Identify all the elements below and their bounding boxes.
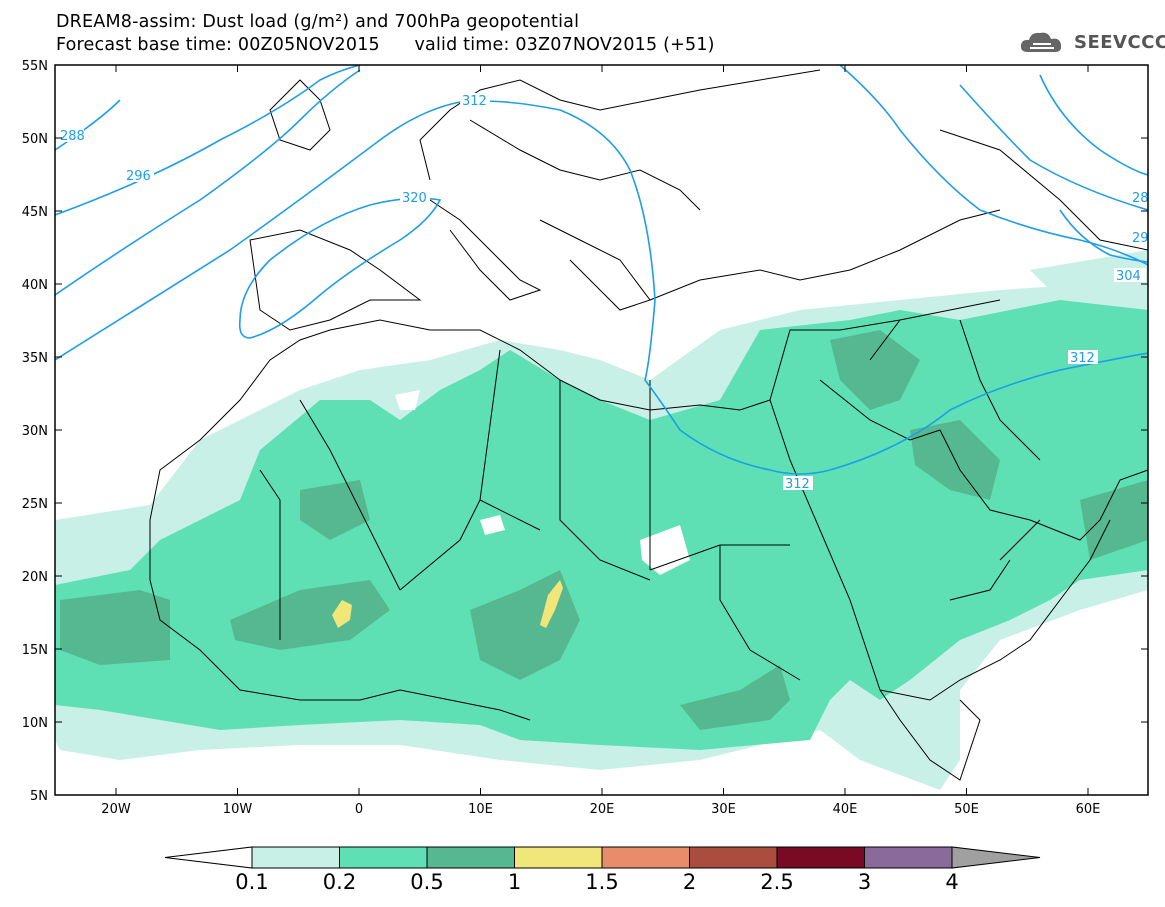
dust-region-dark-4 bbox=[680, 665, 790, 730]
lat-label: 15N bbox=[22, 643, 48, 658]
lon-label: 0 bbox=[355, 802, 363, 817]
dust-region-dark-5 bbox=[830, 330, 920, 410]
contour-label-304: 304 bbox=[1116, 269, 1141, 284]
base-time: Forecast base time: 00Z05NOV2015 bbox=[56, 35, 380, 55]
colorbar-tick-label: 2 bbox=[682, 870, 697, 894]
lat-label: 25N bbox=[22, 497, 48, 512]
lat-label: 55N bbox=[22, 59, 48, 74]
dust-region-dark-2 bbox=[230, 580, 390, 650]
longitude-axis: 20W 10W 0 10E 20E 30E 40E 50E 60E bbox=[101, 65, 1100, 817]
colorbar-segment bbox=[689, 846, 778, 869]
colorbar-low-arrow bbox=[164, 846, 253, 869]
dust-region-light-north bbox=[1030, 250, 1148, 300]
lat-label: 10N bbox=[22, 716, 48, 731]
lon-label: 10E bbox=[468, 802, 493, 817]
colorbar-tick-label: 4 bbox=[945, 870, 959, 894]
colorbar-segment bbox=[426, 846, 515, 869]
dust-region-peak-2 bbox=[540, 580, 563, 628]
dust-region-peak-1 bbox=[332, 600, 352, 628]
contour-label-28: 28 bbox=[1132, 191, 1149, 206]
contour-labels: 288 296 312 320 312 312 28 29 304 bbox=[58, 93, 1149, 492]
coastlines bbox=[149, 69, 1148, 781]
lon-label: 50E bbox=[954, 802, 979, 817]
colorbar-segment bbox=[864, 846, 953, 869]
lat-label: 35N bbox=[22, 351, 48, 366]
logo-text: SEEVCCC bbox=[1074, 31, 1165, 53]
lat-label: 40N bbox=[22, 278, 48, 293]
contour-label-312-top: 312 bbox=[462, 94, 487, 109]
map-title: DREAM8-assim: Dust load (g/m²) and 700hP… bbox=[56, 12, 580, 32]
cloud-icon bbox=[1020, 32, 1062, 52]
seevccc-logo: SEEVCCC bbox=[1018, 26, 1165, 58]
colorbar-segment bbox=[601, 846, 690, 869]
lat-label: 50N bbox=[22, 132, 48, 147]
colorbar-tick-label: 1.5 bbox=[585, 870, 619, 894]
contour-label-29: 29 bbox=[1132, 231, 1149, 246]
geopotential-contours bbox=[55, 65, 1148, 475]
colorbar-segment bbox=[514, 846, 603, 869]
lat-label: 45N bbox=[22, 205, 48, 220]
colorbar-tick-label: 3 bbox=[857, 870, 872, 894]
lon-label: 20W bbox=[101, 802, 131, 817]
lon-label: 20E bbox=[590, 802, 615, 817]
contour-label-312-low: 312 bbox=[785, 477, 810, 492]
latitude-axis: 55N 50N 45N 40N 35N 30N 25N 20N 15N 10N 5N bbox=[22, 59, 1148, 804]
colorbar-segment bbox=[776, 846, 865, 869]
dust-region-dark-1 bbox=[60, 590, 170, 665]
colorbar bbox=[164, 846, 1041, 869]
colorbar-tick-label: 0.2 bbox=[322, 870, 357, 894]
colorbar-tick-label: 0.1 bbox=[235, 870, 269, 894]
dust-region-dark-7 bbox=[1080, 480, 1148, 560]
contour-label-320: 320 bbox=[402, 191, 427, 206]
map-subtitle: Forecast base time: 00Z05NOV2015 valid t… bbox=[56, 35, 715, 55]
colorbar-high-arrow bbox=[951, 846, 1041, 869]
colorbar-segment bbox=[339, 846, 428, 869]
lon-label: 60E bbox=[1076, 802, 1101, 817]
dust-gap-1 bbox=[640, 525, 690, 575]
colorbar-tick-label: 0.5 bbox=[410, 870, 444, 894]
lat-label: 20N bbox=[22, 570, 48, 585]
colorbar-tick-label: 2.5 bbox=[760, 870, 794, 894]
contour-label-288: 288 bbox=[60, 129, 85, 144]
contour-label-312-mid: 312 bbox=[1070, 351, 1095, 366]
lon-label: 40E bbox=[833, 802, 858, 817]
colorbar-segment bbox=[251, 846, 340, 869]
lat-label: 5N bbox=[30, 789, 48, 804]
colorbar-tick-label: 1 bbox=[507, 870, 522, 894]
lat-label: 30N bbox=[22, 424, 48, 439]
lon-label: 10W bbox=[223, 802, 253, 817]
valid-time: valid time: 03Z07NOV2015 (+51) bbox=[414, 35, 715, 55]
contour-label-296: 296 bbox=[126, 169, 151, 184]
lon-label: 30E bbox=[711, 802, 736, 817]
dust-gap-2 bbox=[480, 515, 505, 535]
dust-field bbox=[55, 250, 1148, 790]
dust-gap-3 bbox=[395, 390, 420, 410]
